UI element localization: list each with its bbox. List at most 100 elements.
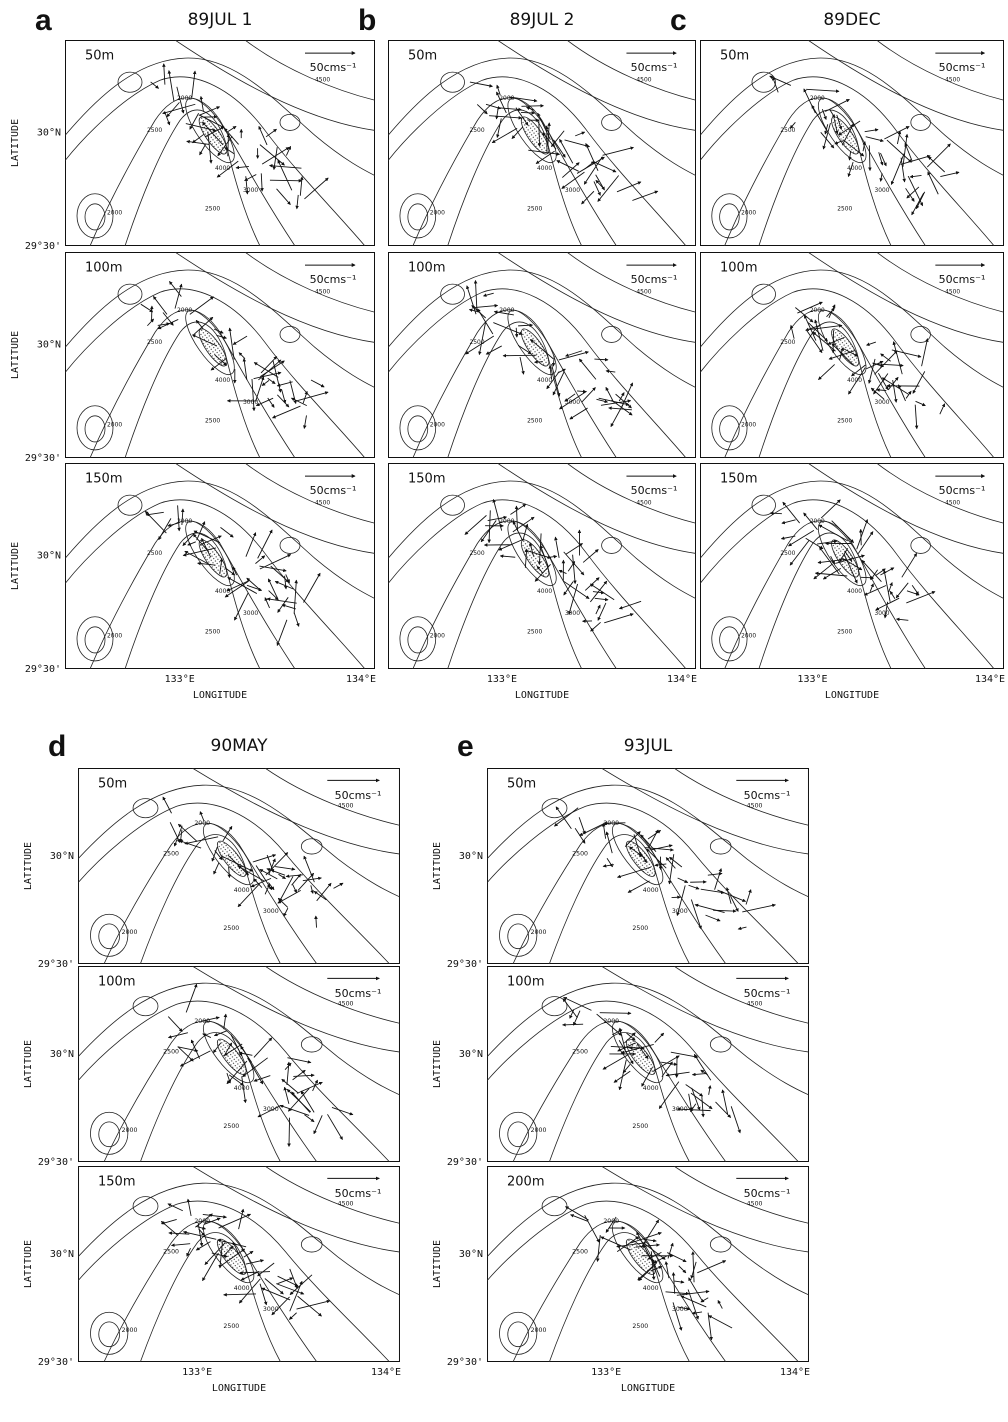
contour-loop bbox=[710, 839, 731, 854]
contour-line bbox=[65, 58, 375, 176]
current-vector bbox=[866, 137, 884, 141]
contour-line bbox=[413, 310, 617, 458]
contour-loop bbox=[602, 114, 622, 130]
y-tick-label: 29°30' bbox=[25, 664, 61, 675]
depth-label: 100m bbox=[85, 261, 122, 276]
current-vector bbox=[477, 104, 487, 113]
current-vector bbox=[659, 1082, 679, 1109]
panel-title: 90MAY bbox=[211, 736, 269, 756]
current-vector bbox=[709, 1086, 711, 1095]
current-vector bbox=[861, 529, 862, 545]
current-vector bbox=[270, 180, 302, 181]
contour-label: 2000 bbox=[430, 632, 445, 639]
contour-line bbox=[497, 252, 696, 342]
current-vector bbox=[709, 1316, 732, 1328]
current-vector bbox=[915, 405, 917, 429]
contour-label: 2000 bbox=[194, 820, 210, 827]
current-vector bbox=[864, 585, 886, 595]
current-vector bbox=[857, 520, 868, 550]
current-vector bbox=[284, 908, 288, 916]
current-vector bbox=[666, 1262, 669, 1278]
depth-label: 200m bbox=[507, 1175, 544, 1190]
current-vector bbox=[186, 984, 196, 1012]
contour-line bbox=[388, 77, 686, 246]
contour-loop bbox=[710, 1237, 731, 1252]
contour-label: 2000 bbox=[177, 518, 192, 525]
scale-label: 50cms⁻¹ bbox=[335, 789, 382, 802]
contour-line bbox=[808, 463, 1004, 553]
current-vector bbox=[279, 876, 292, 901]
contour-label: 2000 bbox=[430, 209, 445, 216]
depth-label: 100m bbox=[720, 261, 757, 276]
current-vector bbox=[695, 905, 725, 913]
current-vector bbox=[146, 512, 164, 515]
contour-label: 2000 bbox=[122, 1327, 138, 1334]
current-vector bbox=[277, 382, 292, 386]
contour-label: 4500 bbox=[315, 77, 330, 84]
y-tick-label: 30°N bbox=[37, 340, 61, 351]
current-vector bbox=[881, 354, 891, 361]
contour-label: 2500 bbox=[223, 1323, 239, 1330]
current-vector bbox=[579, 817, 585, 834]
contour-label: 2000 bbox=[741, 632, 756, 639]
current-vector bbox=[261, 173, 262, 191]
current-vector bbox=[678, 878, 688, 883]
contour-label: 3000 bbox=[672, 908, 688, 915]
current-vector bbox=[486, 346, 501, 354]
current-vector bbox=[259, 126, 267, 145]
contour-label: 4000 bbox=[643, 887, 659, 894]
contour-line bbox=[125, 110, 260, 246]
current-vector bbox=[304, 1115, 314, 1122]
contour-label: 2500 bbox=[163, 1249, 179, 1256]
scale-label: 50cms⁻¹ bbox=[939, 484, 986, 497]
ridge-shallow bbox=[517, 536, 553, 580]
contour-line bbox=[549, 1233, 689, 1362]
scale-label: 50cms⁻¹ bbox=[631, 61, 678, 74]
contour-label: 4000 bbox=[234, 1285, 250, 1292]
contour-label: 2500 bbox=[163, 1049, 179, 1056]
contour-label: 2500 bbox=[205, 205, 220, 212]
y-tick-label: 30°N bbox=[50, 1249, 74, 1260]
x-axis-label: LONGITUDE bbox=[515, 690, 569, 701]
contour-label: 4000 bbox=[643, 1285, 659, 1292]
current-vector bbox=[180, 830, 182, 842]
contour-line bbox=[513, 823, 726, 964]
current-vector bbox=[559, 570, 566, 573]
panel-letter: d bbox=[48, 730, 66, 763]
seamount-contour bbox=[508, 1122, 529, 1147]
contour-line bbox=[448, 322, 582, 458]
current-vector bbox=[722, 1090, 727, 1114]
current-vector bbox=[277, 620, 287, 646]
current-vector bbox=[190, 113, 199, 129]
current-vector bbox=[219, 1214, 251, 1228]
current-vector bbox=[598, 175, 619, 201]
current-vector bbox=[867, 342, 876, 345]
contour-line bbox=[78, 1201, 390, 1362]
current-vector bbox=[692, 1074, 705, 1075]
current-vector bbox=[603, 147, 634, 155]
contour-label: 4500 bbox=[636, 77, 651, 84]
panel-letter: b bbox=[358, 4, 376, 37]
x-tick-label: 133°E bbox=[797, 674, 827, 685]
current-vector bbox=[278, 890, 301, 903]
current-vector bbox=[899, 385, 906, 401]
contour-label: 4000 bbox=[234, 887, 250, 894]
contour-label: 2500 bbox=[632, 1323, 648, 1330]
contour-label: 4500 bbox=[338, 1001, 354, 1008]
current-vector bbox=[535, 362, 543, 363]
contour-label: 2500 bbox=[837, 205, 852, 212]
current-vector bbox=[214, 863, 219, 874]
current-vector bbox=[314, 1115, 322, 1133]
current-vector bbox=[293, 885, 297, 893]
current-vector bbox=[594, 359, 608, 360]
current-vector bbox=[500, 556, 515, 557]
current-vector bbox=[521, 106, 543, 107]
seamount-contour bbox=[85, 416, 105, 442]
current-vector bbox=[175, 284, 182, 308]
current-vector bbox=[694, 1054, 710, 1080]
current-vector bbox=[928, 157, 944, 172]
contour-line bbox=[759, 533, 891, 669]
contour-line bbox=[487, 1201, 799, 1362]
current-vector bbox=[172, 1244, 191, 1246]
current-vector bbox=[196, 1242, 210, 1250]
